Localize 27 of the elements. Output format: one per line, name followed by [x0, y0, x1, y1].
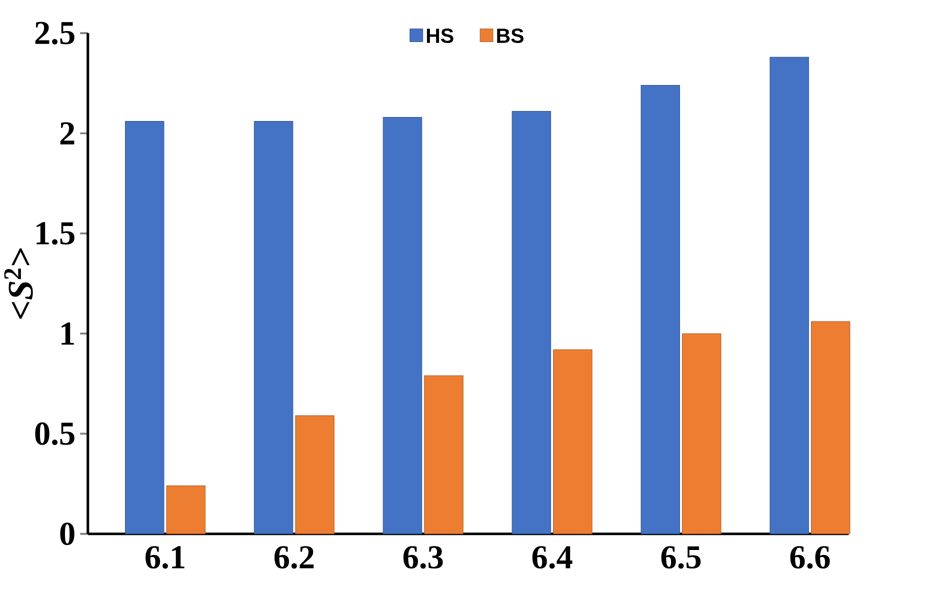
bar — [682, 333, 722, 534]
y-tick-label: 0.5 — [35, 422, 74, 446]
x-tick-label: 6.3 — [403, 546, 443, 569]
bar — [424, 375, 464, 534]
y-tick-label: 0 — [60, 522, 74, 546]
bar — [382, 117, 422, 534]
bar — [166, 486, 206, 534]
x-tick-label: 6.6 — [790, 546, 830, 569]
x-tick-label: 6.1 — [146, 546, 184, 569]
bar — [640, 85, 680, 534]
y-tick-label: 2.5 — [35, 22, 74, 44]
bar — [810, 321, 850, 534]
x-tick-label: 6.5 — [661, 546, 701, 569]
bar — [512, 111, 552, 534]
bar — [770, 56, 809, 534]
bar — [553, 349, 592, 534]
legend-label: HS — [426, 28, 454, 44]
y-tick-label: 1 — [62, 322, 74, 345]
y-tick-label: 2 — [60, 122, 74, 144]
y-axis-title: <S$^{2}$> — [4, 248, 33, 319]
x-tick-label: 6.2 — [274, 546, 314, 569]
bar — [295, 416, 334, 534]
x-tick-label: 6.4 — [532, 546, 572, 569]
y-tick-label: 1.5 — [36, 222, 74, 245]
bar — [254, 121, 294, 534]
bar — [125, 121, 164, 534]
legend-label: BS — [497, 28, 524, 44]
